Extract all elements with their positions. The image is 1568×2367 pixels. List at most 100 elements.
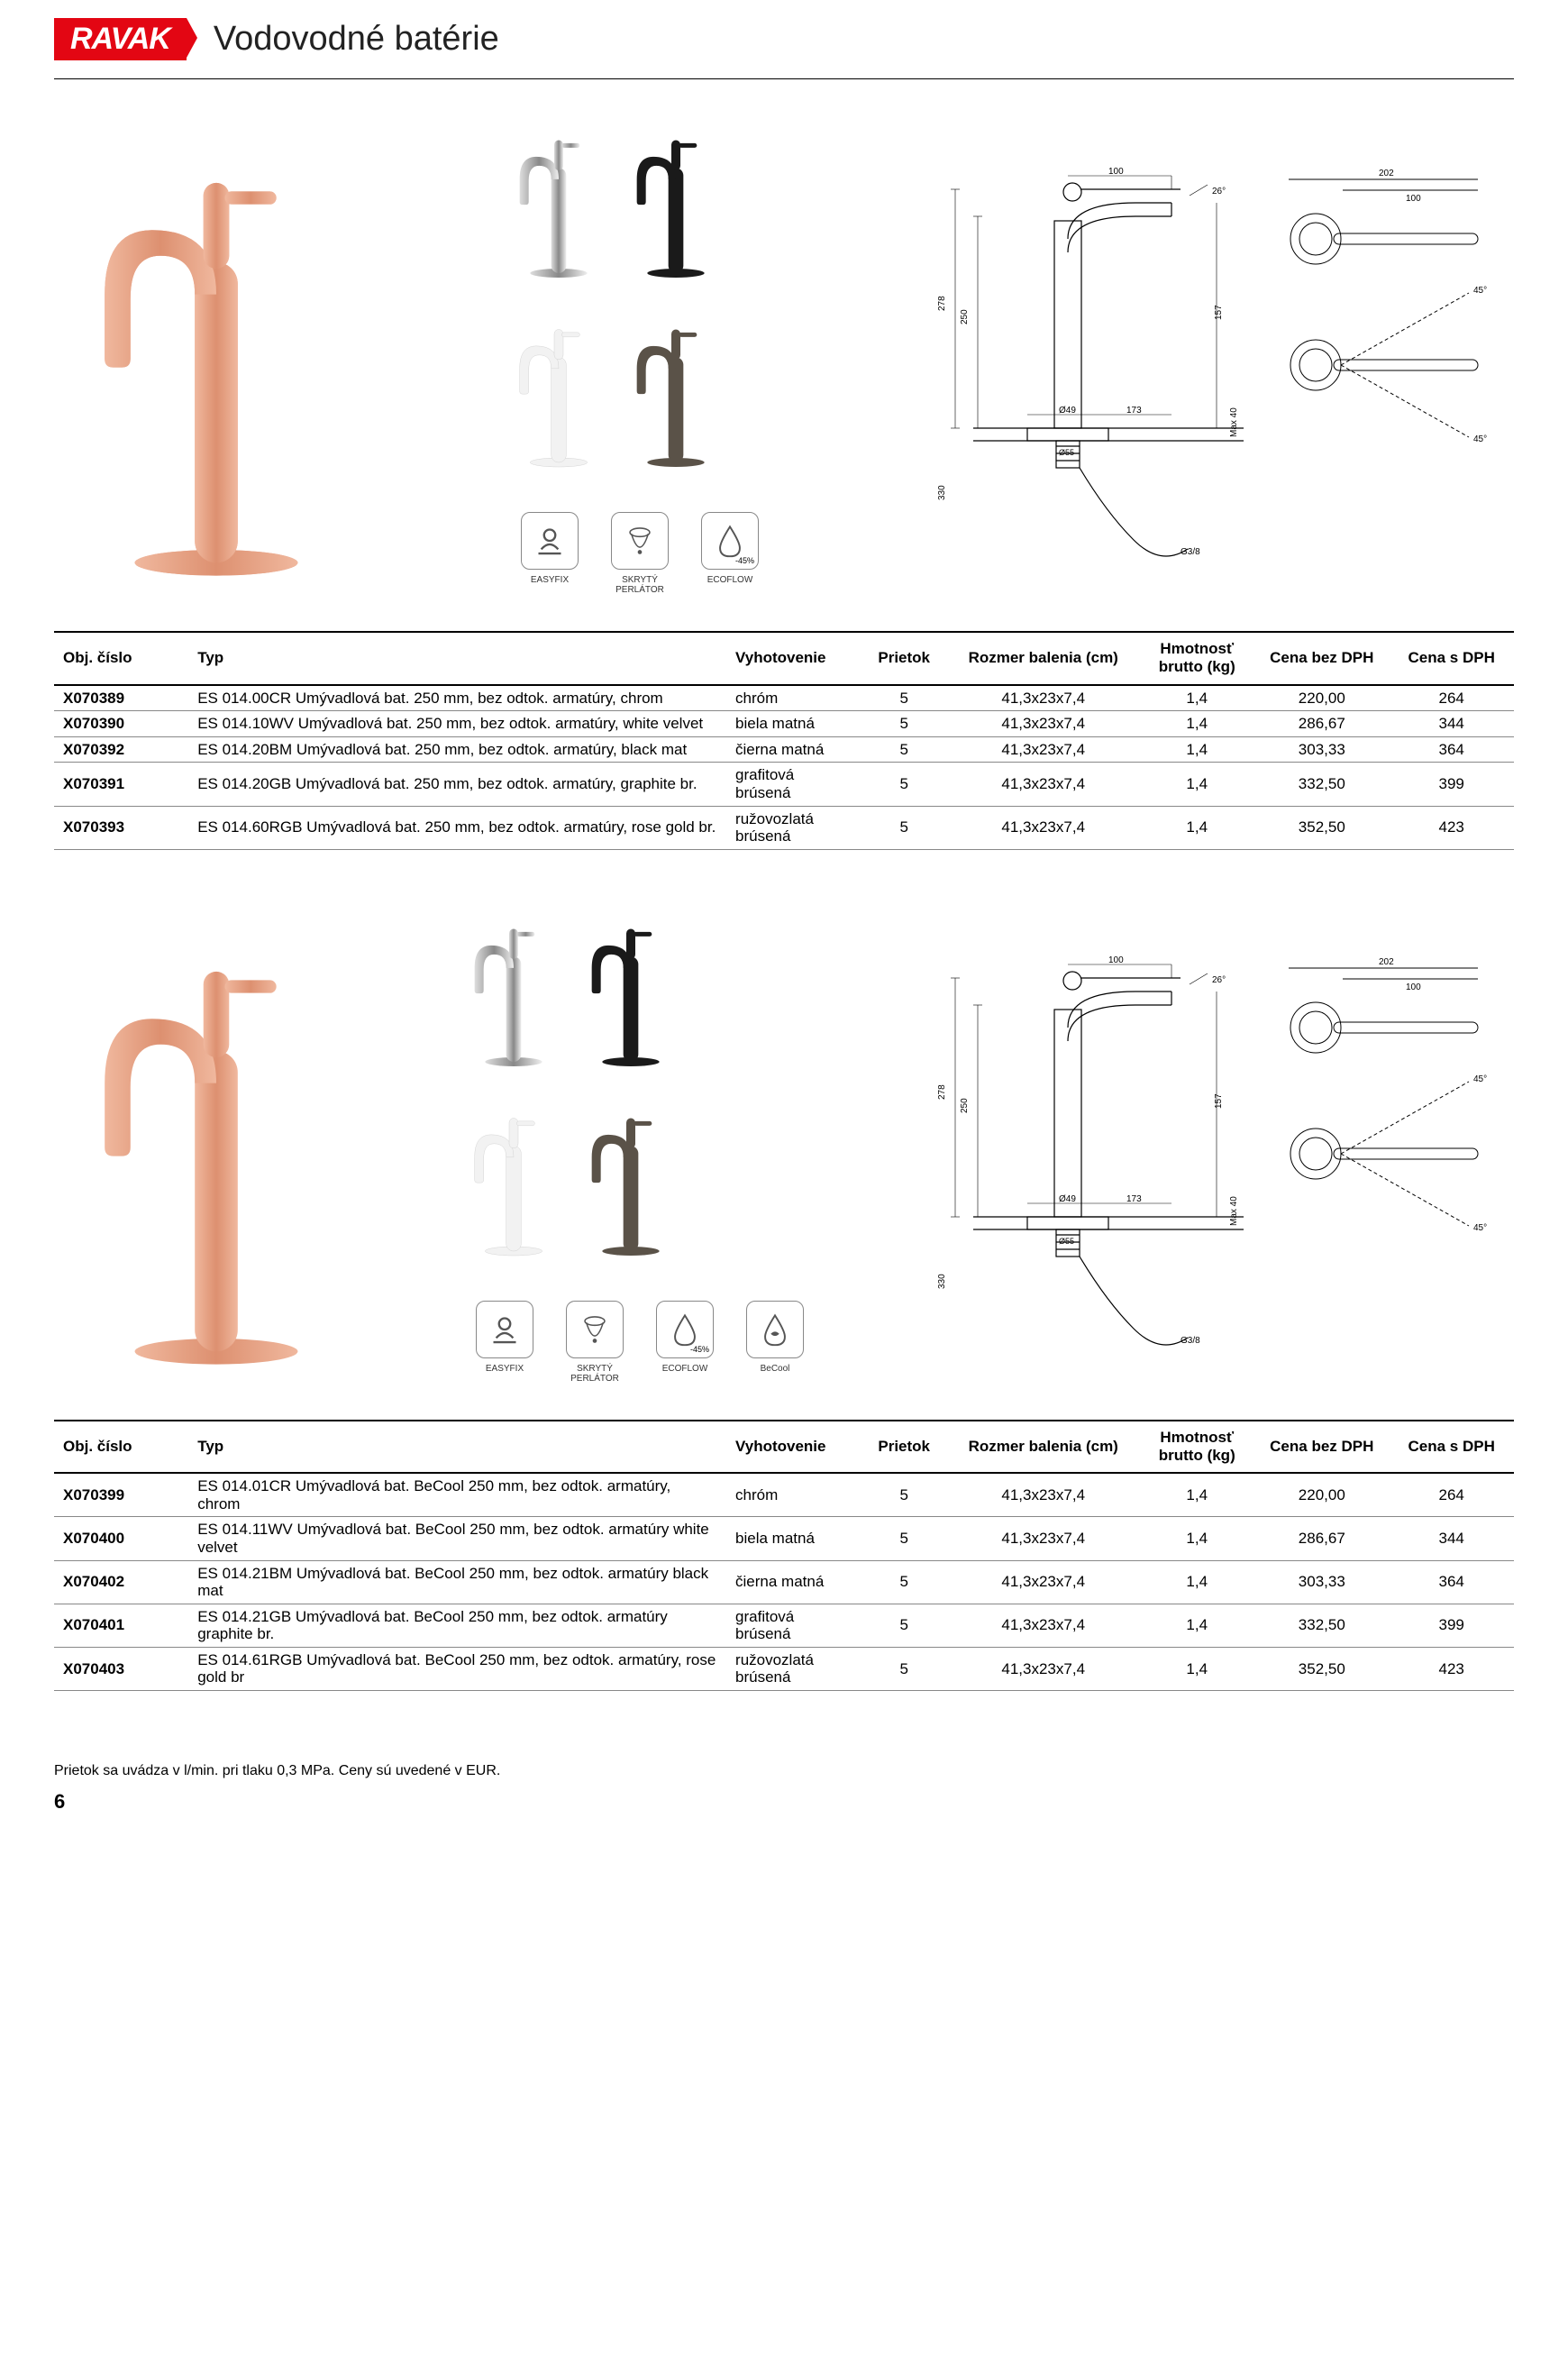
th-vyh: Vyhotovenie bbox=[726, 1421, 861, 1474]
table-row: X070403ES 014.61RGB Umývadlová bat. BeCo… bbox=[54, 1647, 1514, 1690]
variants-and-icons-2: EASYFIX SKRYTÝ PERLÁTOR -45%ECOFLOW BeCo… bbox=[469, 904, 811, 1384]
product-block-1: EASYFIX SKRYTÝ PERLÁTOR -45%ECOFLOW Obj.… bbox=[54, 115, 1514, 850]
cell-roz: 41,3x23x7,4 bbox=[947, 1517, 1139, 1560]
specs-table-1: Obj. číslo Typ Vyhotovenie Prietok Rozme… bbox=[54, 631, 1514, 850]
table-row: X070399ES 014.01CR Umývadlová bat. BeCoo… bbox=[54, 1473, 1514, 1517]
ecoflow-icon: -45%ECOFLOW bbox=[694, 512, 766, 595]
cell-roz: 41,3x23x7,4 bbox=[947, 763, 1139, 806]
th-prie: Prietok bbox=[861, 1421, 947, 1474]
th-roz: Rozmer balenia (cm) bbox=[947, 1421, 1139, 1474]
cell-hm: 1,4 bbox=[1139, 1473, 1254, 1517]
cell-roz: 41,3x23x7,4 bbox=[947, 711, 1139, 737]
cell-vyh: chróm bbox=[726, 685, 861, 711]
cell-roz: 41,3x23x7,4 bbox=[947, 685, 1139, 711]
cell-prie: 5 bbox=[861, 1560, 947, 1604]
feature-icons-row-1: EASYFIX SKRYTÝ PERLÁTOR -45%ECOFLOW bbox=[514, 512, 766, 595]
table-row: X070390ES 014.10WV Umývadlová bat. 250 m… bbox=[54, 711, 1514, 737]
table-row: X070393ES 014.60RGB Umývadlová bat. 250 … bbox=[54, 806, 1514, 849]
cell-typ: ES 014.01CR Umývadlová bat. BeCool 250 m… bbox=[188, 1473, 726, 1517]
page-number: 6 bbox=[54, 1790, 1514, 1814]
cell-cs: 364 bbox=[1389, 1560, 1514, 1604]
ecoflow-badge: -45% bbox=[690, 1345, 709, 1354]
th-hm: Hmotnosť brutto (kg) bbox=[1139, 1421, 1254, 1474]
cell-code: X070403 bbox=[54, 1647, 188, 1690]
cell-cb: 303,33 bbox=[1254, 1560, 1389, 1604]
variant-black bbox=[631, 115, 721, 296]
cell-vyh: ružovozlatá brúsená bbox=[726, 806, 861, 849]
cell-cb: 220,00 bbox=[1254, 1473, 1389, 1517]
th-typ: Typ bbox=[188, 632, 726, 685]
variant-chrome bbox=[514, 115, 604, 296]
icon-label: BeCool bbox=[761, 1364, 790, 1374]
icon-label: SKRYTÝ PERLÁTOR bbox=[604, 575, 676, 595]
variant-white bbox=[469, 1093, 559, 1274]
cell-typ: ES 014.21GB Umývadlová bat. BeCool 250 m… bbox=[188, 1604, 726, 1647]
cell-hm: 1,4 bbox=[1139, 711, 1254, 737]
main-faucet-image bbox=[54, 144, 378, 595]
cell-prie: 5 bbox=[861, 1647, 947, 1690]
perlator-icon: SKRYTÝ PERLÁTOR bbox=[559, 1301, 631, 1384]
cell-prie: 5 bbox=[861, 685, 947, 711]
cell-cs: 399 bbox=[1389, 763, 1514, 806]
variant-graphite bbox=[586, 1093, 676, 1274]
cell-roz: 41,3x23x7,4 bbox=[947, 1647, 1139, 1690]
cell-roz: 41,3x23x7,4 bbox=[947, 1560, 1139, 1604]
variant-black bbox=[586, 904, 676, 1084]
top-rule bbox=[54, 78, 1514, 79]
table-row: X070401ES 014.21GB Umývadlová bat. BeCoo… bbox=[54, 1604, 1514, 1647]
variants-and-icons-1: EASYFIX SKRYTÝ PERLÁTOR -45%ECOFLOW bbox=[514, 115, 766, 595]
cell-typ: ES 014.00CR Umývadlová bat. 250 mm, bez … bbox=[188, 685, 726, 711]
cell-typ: ES 014.60RGB Umývadlová bat. 250 mm, bez… bbox=[188, 806, 726, 849]
easyfix-icon: EASYFIX bbox=[514, 512, 586, 595]
cell-hm: 1,4 bbox=[1139, 1647, 1254, 1690]
cell-code: X070392 bbox=[54, 736, 188, 763]
cell-cs: 264 bbox=[1389, 1473, 1514, 1517]
th-typ: Typ bbox=[188, 1421, 726, 1474]
cell-cb: 220,00 bbox=[1254, 685, 1389, 711]
table-row: X070391ES 014.20GB Umývadlová bat. 250 m… bbox=[54, 763, 1514, 806]
th-cb: Cena bez DPH bbox=[1254, 1421, 1389, 1474]
cell-roz: 41,3x23x7,4 bbox=[947, 1473, 1139, 1517]
cell-typ: ES 014.10WV Umývadlová bat. 250 mm, bez … bbox=[188, 711, 726, 737]
cell-hm: 1,4 bbox=[1139, 806, 1254, 849]
icon-label: EASYFIX bbox=[531, 575, 569, 585]
cell-roz: 41,3x23x7,4 bbox=[947, 806, 1139, 849]
cell-typ: ES 014.61RGB Umývadlová bat. BeCool 250 … bbox=[188, 1647, 726, 1690]
th-cs: Cena s DPH bbox=[1389, 632, 1514, 685]
cell-cs: 264 bbox=[1389, 685, 1514, 711]
table-row: X070400ES 014.11WV Umývadlová bat. BeCoo… bbox=[54, 1517, 1514, 1560]
cell-code: X070400 bbox=[54, 1517, 188, 1560]
table-row: X070392ES 014.20BM Umývadlová bat. 250 m… bbox=[54, 736, 1514, 763]
cell-code: X070399 bbox=[54, 1473, 188, 1517]
cell-prie: 5 bbox=[861, 711, 947, 737]
cell-cb: 332,50 bbox=[1254, 763, 1389, 806]
technical-drawing-2 bbox=[901, 933, 1514, 1384]
th-cs: Cena s DPH bbox=[1389, 1421, 1514, 1474]
icon-label: SKRYTÝ PERLÁTOR bbox=[559, 1364, 631, 1384]
cell-prie: 5 bbox=[861, 763, 947, 806]
cell-code: X070402 bbox=[54, 1560, 188, 1604]
variant-graphite bbox=[631, 305, 721, 485]
th-obj: Obj. číslo bbox=[54, 632, 188, 685]
variants-row-bottom-1 bbox=[514, 305, 766, 485]
ecoflow-icon: -45%ECOFLOW bbox=[649, 1301, 721, 1384]
cell-hm: 1,4 bbox=[1139, 736, 1254, 763]
cell-typ: ES 014.20GB Umývadlová bat. 250 mm, bez … bbox=[188, 763, 726, 806]
table-header-row: Obj. číslo Typ Vyhotovenie Prietok Rozme… bbox=[54, 1421, 1514, 1474]
cell-cb: 332,50 bbox=[1254, 1604, 1389, 1647]
cell-typ: ES 014.21BM Umývadlová bat. BeCool 250 m… bbox=[188, 1560, 726, 1604]
cell-prie: 5 bbox=[861, 736, 947, 763]
footer-note: Prietok sa uvádza v l/min. pri tlaku 0,3… bbox=[54, 1763, 1514, 1779]
th-roz: Rozmer balenia (cm) bbox=[947, 632, 1139, 685]
cell-hm: 1,4 bbox=[1139, 1560, 1254, 1604]
perlator-icon: SKRYTÝ PERLÁTOR bbox=[604, 512, 676, 595]
easyfix-icon: EASYFIX bbox=[469, 1301, 541, 1384]
th-hm: Hmotnosť brutto (kg) bbox=[1139, 632, 1254, 685]
technical-drawing-1 bbox=[901, 144, 1514, 595]
icon-label: ECOFLOW bbox=[707, 575, 753, 585]
cell-roz: 41,3x23x7,4 bbox=[947, 1604, 1139, 1647]
becool-icon: BeCool bbox=[739, 1301, 811, 1384]
cell-cs: 399 bbox=[1389, 1604, 1514, 1647]
cell-cs: 423 bbox=[1389, 806, 1514, 849]
product-block-2: EASYFIX SKRYTÝ PERLÁTOR -45%ECOFLOW BeCo… bbox=[54, 904, 1514, 1691]
